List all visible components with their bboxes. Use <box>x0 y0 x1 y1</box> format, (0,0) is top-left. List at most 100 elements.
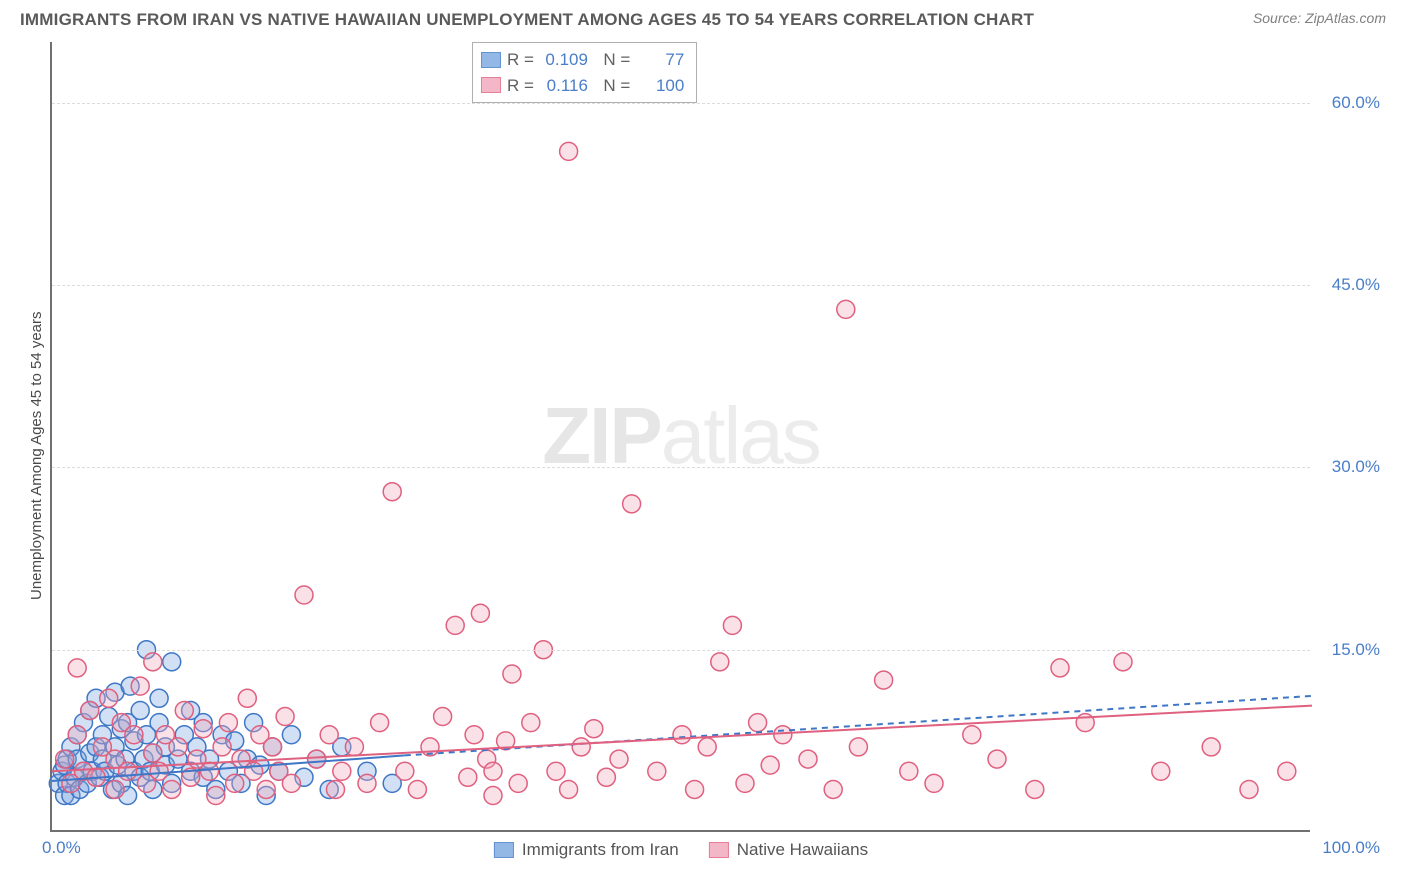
data-point <box>736 774 754 792</box>
data-point <box>484 762 502 780</box>
stat-r-value-1: 0.109 <box>540 47 588 73</box>
stat-n-value-1: 77 <box>636 47 684 73</box>
data-point <box>509 774 527 792</box>
data-point <box>648 762 666 780</box>
gridline <box>52 467 1310 468</box>
data-point <box>226 774 244 792</box>
data-point <box>711 653 729 671</box>
source-label: Source: ZipAtlas.com <box>1253 10 1386 26</box>
data-point <box>824 780 842 798</box>
data-point <box>875 671 893 689</box>
chart-title: IMMIGRANTS FROM IRAN VS NATIVE HAWAIIAN … <box>20 10 1034 30</box>
legend-stats-box: R = 0.109 N = 77 R = 0.116 N = 100 <box>472 42 697 103</box>
data-point <box>1051 659 1069 677</box>
data-point <box>774 726 792 744</box>
data-point <box>282 726 300 744</box>
data-point <box>799 750 817 768</box>
data-point <box>383 483 401 501</box>
data-point <box>572 738 590 756</box>
legend-label-2: Native Hawaiians <box>737 840 868 860</box>
data-point <box>213 738 231 756</box>
data-point <box>163 653 181 671</box>
data-point <box>408 780 426 798</box>
data-point <box>163 780 181 798</box>
data-point <box>988 750 1006 768</box>
data-point <box>264 738 282 756</box>
data-point <box>434 708 452 726</box>
gridline <box>52 285 1310 286</box>
legend-stats-row-1: R = 0.109 N = 77 <box>481 47 684 73</box>
data-point <box>761 756 779 774</box>
data-point <box>560 142 578 160</box>
data-point <box>207 787 225 805</box>
data-point <box>68 726 86 744</box>
swatch-series-2 <box>481 77 501 93</box>
stat-n-label: N = <box>594 47 630 73</box>
data-point <box>686 780 704 798</box>
data-point <box>119 762 137 780</box>
data-point <box>175 701 193 719</box>
data-point <box>150 689 168 707</box>
data-point <box>585 720 603 738</box>
x-tick-max: 100.0% <box>1322 838 1380 858</box>
data-point <box>238 689 256 707</box>
data-point <box>522 714 540 732</box>
x-tick-min: 0.0% <box>42 838 81 858</box>
data-point <box>201 762 219 780</box>
data-point <box>446 616 464 634</box>
data-point <box>484 787 502 805</box>
legend-item-2: Native Hawaiians <box>709 840 868 860</box>
stat-r-label: R = <box>507 47 534 73</box>
data-point <box>900 762 918 780</box>
data-point <box>56 750 74 768</box>
data-point <box>125 726 143 744</box>
data-point <box>194 720 212 738</box>
data-point <box>459 768 477 786</box>
data-point <box>610 750 628 768</box>
swatch-series-2-icon <box>709 842 729 858</box>
gridline <box>52 103 1310 104</box>
data-point <box>849 738 867 756</box>
data-point <box>295 586 313 604</box>
gridline <box>52 650 1310 651</box>
data-point <box>1114 653 1132 671</box>
stat-r-label: R = <box>507 73 534 99</box>
data-point <box>503 665 521 683</box>
data-point <box>308 750 326 768</box>
data-point <box>465 726 483 744</box>
legend-label-1: Immigrants from Iran <box>522 840 679 860</box>
data-point <box>963 726 981 744</box>
swatch-series-1 <box>481 52 501 68</box>
y-tick-label: 60.0% <box>1320 93 1380 113</box>
data-point <box>358 774 376 792</box>
y-tick-label: 30.0% <box>1320 457 1380 477</box>
data-point <box>560 780 578 798</box>
data-point <box>345 738 363 756</box>
data-point <box>219 714 237 732</box>
data-point <box>276 708 294 726</box>
data-point <box>257 780 275 798</box>
data-point <box>131 701 149 719</box>
data-point <box>1278 762 1296 780</box>
data-point <box>837 300 855 318</box>
data-point <box>327 780 345 798</box>
bottom-legend: Immigrants from Iran Native Hawaiians <box>494 840 868 860</box>
data-point <box>597 768 615 786</box>
data-point <box>1026 780 1044 798</box>
data-point <box>623 495 641 513</box>
legend-item-1: Immigrants from Iran <box>494 840 679 860</box>
data-point <box>749 714 767 732</box>
y-axis-label: Unemployment Among Ages 45 to 54 years <box>28 311 45 600</box>
data-point <box>100 689 118 707</box>
data-point <box>723 616 741 634</box>
data-point <box>106 780 124 798</box>
stat-n-value-2: 100 <box>636 73 684 99</box>
data-point <box>169 738 187 756</box>
data-point <box>68 659 86 677</box>
stat-r-value-2: 0.116 <box>540 73 588 99</box>
stat-n-label: N = <box>594 73 630 99</box>
data-point <box>547 762 565 780</box>
data-point <box>144 653 162 671</box>
data-point <box>1152 762 1170 780</box>
data-point <box>698 738 716 756</box>
